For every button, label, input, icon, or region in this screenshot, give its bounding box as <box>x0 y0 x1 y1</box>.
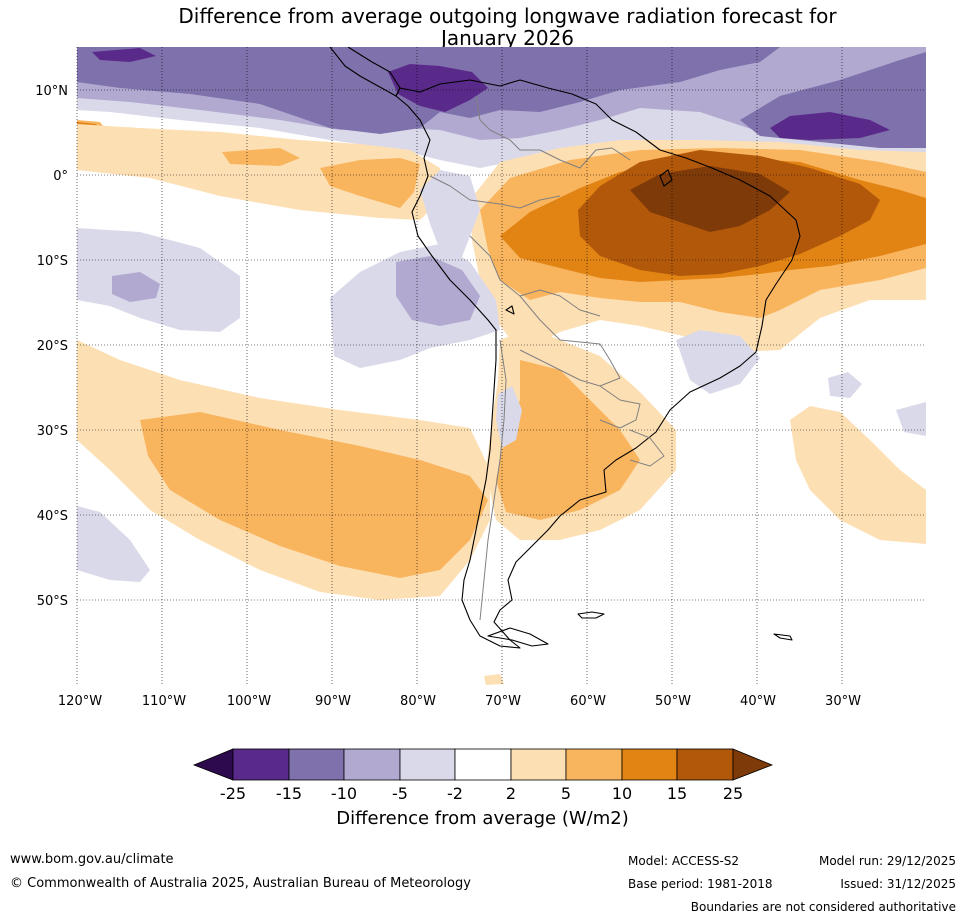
colorbar-segment <box>510 748 567 781</box>
anomaly-region-pacific-negative-mid <box>112 272 160 302</box>
anomaly-region-coast-positive <box>320 158 420 208</box>
colorbar-tick-label: 2 <box>506 784 516 803</box>
colorbar-extend-low <box>192 748 234 781</box>
anomaly-region-atlantic-small-negative-2 <box>896 402 926 436</box>
lake-titicaca <box>505 305 515 315</box>
south-georgia <box>773 633 793 641</box>
colorbar-extend-high <box>732 748 774 781</box>
lon-label: 100°W <box>227 694 271 709</box>
colorbar-tick-label: 5 <box>561 784 571 803</box>
anomaly-region-brazil-coast-negative <box>676 330 760 394</box>
border-colombia-venezuela <box>475 95 540 151</box>
anomaly-region-south-atlantic-positive <box>790 406 926 544</box>
anomaly-region-pacific-negative <box>77 228 240 332</box>
lat-label: 10°S <box>37 254 68 269</box>
graticule <box>76 47 926 685</box>
south-america-coastline <box>395 79 801 649</box>
anomaly-field <box>77 47 926 685</box>
colorbar <box>192 748 774 781</box>
anomaly-region-south-positive-mid <box>140 412 488 578</box>
border-colombia-peru-ecuador <box>429 175 561 209</box>
colorbar-segment <box>676 748 734 781</box>
amazon-delta <box>659 169 673 187</box>
latitude-labels: 10°N 0° 10°S 20°S 30°S 40°S 50°S <box>35 84 68 609</box>
border-venezuela-brazil <box>539 147 631 169</box>
issued-text: Issued: 31/12/2025 <box>840 877 956 891</box>
tierra-del-fuego <box>487 627 549 647</box>
border-paraguay <box>599 385 641 429</box>
disclaimer-text: Boundaries are not considered authoritat… <box>690 900 956 914</box>
colorbar-segment <box>565 748 623 781</box>
lat-label: 50°S <box>37 594 68 609</box>
border-peru-brazil <box>469 235 601 317</box>
model-run-text: Model run: 29/12/2025 <box>818 854 956 868</box>
country-borders <box>429 95 665 621</box>
lon-label: 80°W <box>400 694 436 709</box>
longitude-labels: 120°W 110°W 100°W 90°W 80°W 70°W 60°W 50… <box>58 694 861 709</box>
lon-label: 110°W <box>142 694 186 709</box>
colorbar-segment <box>454 748 512 781</box>
title-line-1: Difference from average outgoing longwav… <box>178 4 837 28</box>
colorbar-tick-label: -5 <box>392 784 408 803</box>
lon-label: 50°W <box>655 694 691 709</box>
lon-label: 60°W <box>570 694 606 709</box>
central-america-coastline <box>329 47 401 97</box>
lat-label: 10°N <box>35 84 68 99</box>
border-uruguay <box>629 429 665 467</box>
anomaly-region-amazon-extreme <box>630 166 790 232</box>
lon-label: 30°W <box>825 694 861 709</box>
colorbar-segment <box>621 748 678 781</box>
border-chile-argentina <box>479 339 507 621</box>
anomaly-region-southeast-pacific-negative <box>77 506 150 582</box>
title-line-2: January 2026 <box>440 26 575 50</box>
colorbar-title: Difference from average (W/m2) <box>336 808 629 829</box>
colorbar-tick-label: 25 <box>723 784 743 803</box>
copyright-text: © Commonwealth of Australia 2025, Austra… <box>10 876 471 891</box>
anomaly-region-strong-negative-caribbean <box>388 64 488 112</box>
colorbar-tick-label: 15 <box>667 784 687 803</box>
map-title: Difference from average outgoing longwav… <box>0 5 965 49</box>
lon-label: 70°W <box>485 694 521 709</box>
colorbar-tick-label: -15 <box>276 784 302 803</box>
coastlines <box>329 47 801 649</box>
colorbar-segment <box>343 748 401 781</box>
colorbar-segment <box>232 748 290 781</box>
anomaly-region-equatorial-positive-light <box>77 124 440 220</box>
anomaly-region-argentina-mid <box>496 360 640 520</box>
colorbar-segment <box>288 748 345 781</box>
model-text: Model: ACCESS-S2 <box>628 854 740 868</box>
website-link[interactable]: www.bom.gov.au/climate <box>10 852 174 867</box>
lat-label: 20°S <box>37 339 68 354</box>
colorbar-tick-label: 10 <box>612 784 632 803</box>
anomaly-region-andes-light-negative <box>420 170 480 262</box>
lat-label: 30°S <box>37 424 68 439</box>
colorbar-tick-label: -2 <box>447 784 463 803</box>
anomaly-region-strong-negative-atlantic <box>770 112 890 140</box>
falkland-islands <box>577 611 605 619</box>
anomaly-region-strong-negative-west <box>92 48 156 62</box>
lon-label: 120°W <box>58 694 102 709</box>
base-period-text: Base period: 1981-2018 <box>628 877 773 891</box>
anomaly-region-atlantic-small-negative-1 <box>828 372 862 398</box>
colorbar-ticks: -25 -15 -10 -5 -2 2 5 10 15 25 <box>220 784 743 803</box>
lon-label: 40°W <box>740 694 776 709</box>
anomaly-region-patagonia-positive <box>484 674 504 685</box>
anomaly-region-equatorial-positive-mid <box>222 148 300 166</box>
lat-label: 0° <box>53 169 68 184</box>
lat-label: 40°S <box>37 509 68 524</box>
colorbar-tick-label: -25 <box>220 784 246 803</box>
border-bolivia <box>519 295 621 387</box>
colorbar-segment <box>399 748 456 781</box>
lon-label: 90°W <box>315 694 351 709</box>
colorbar-tick-label: -10 <box>331 784 357 803</box>
